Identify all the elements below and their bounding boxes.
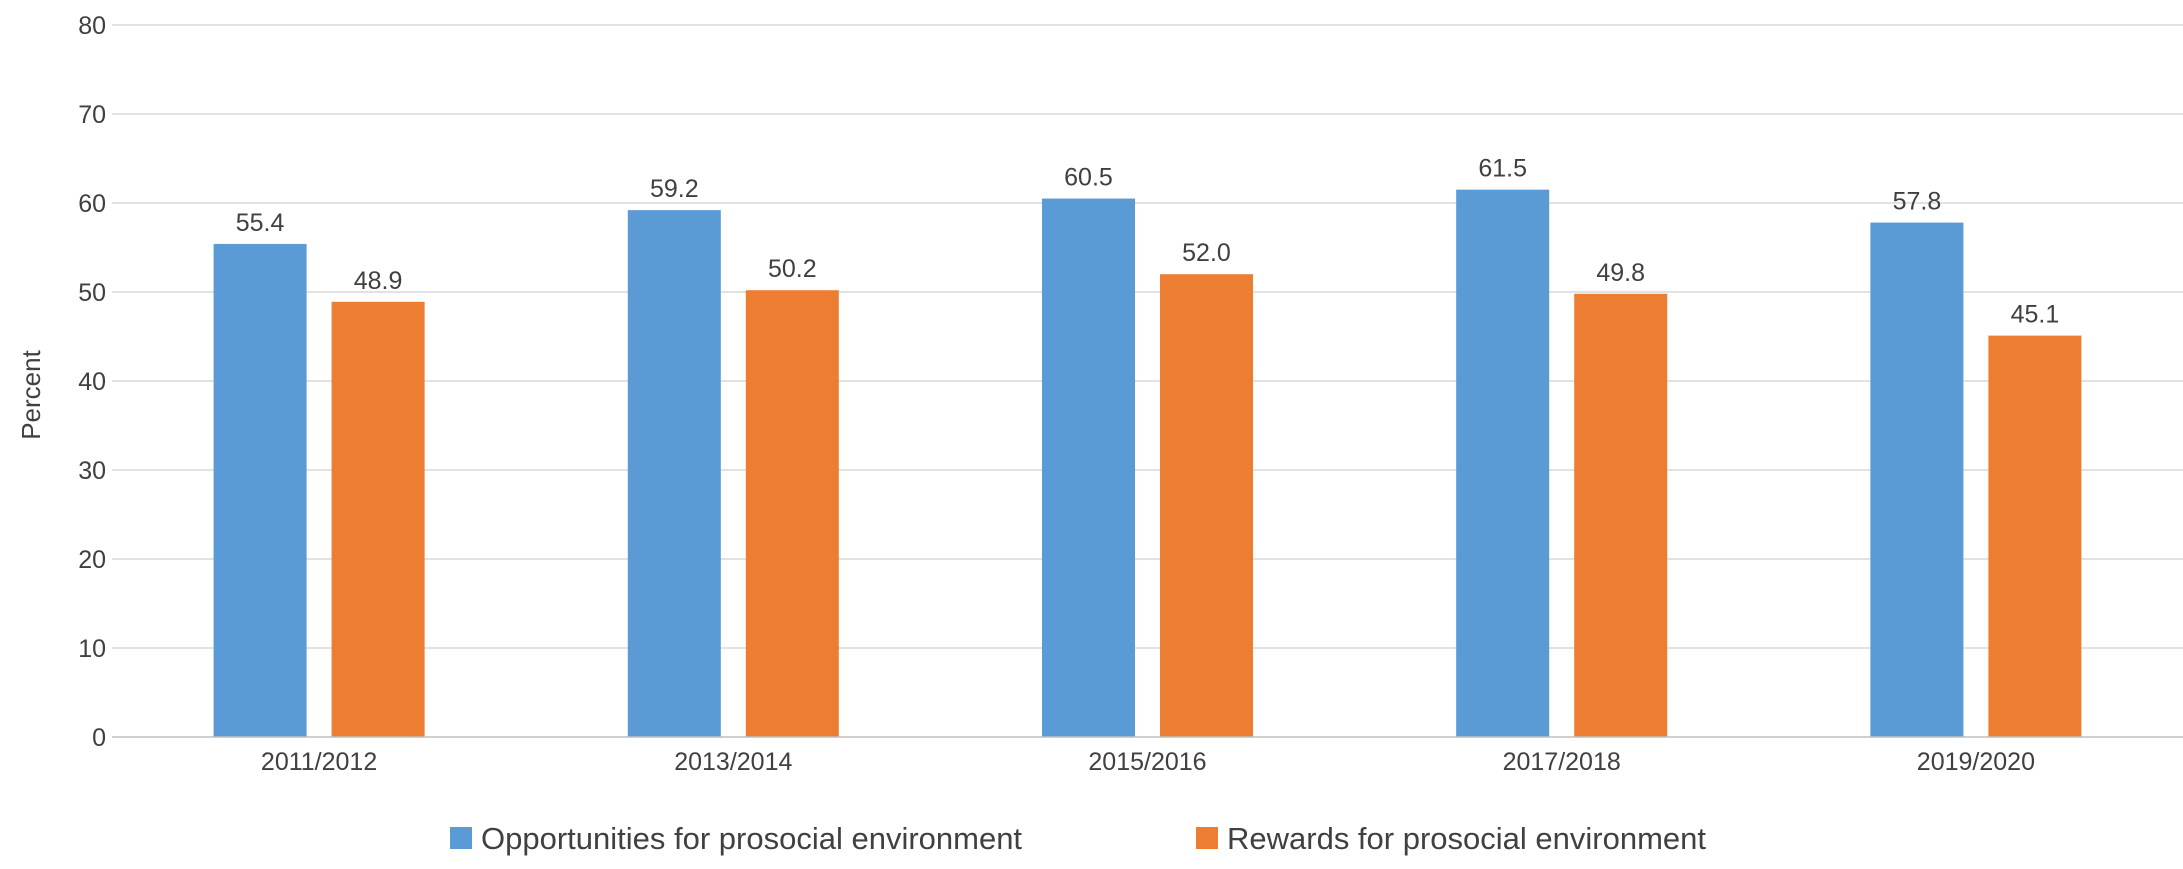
data-label: 48.9 bbox=[354, 267, 403, 295]
y-tick-label: 50 bbox=[78, 279, 106, 307]
data-label: 61.5 bbox=[1478, 155, 1527, 183]
data-label: 50.2 bbox=[768, 255, 817, 283]
gridlines bbox=[112, 24, 2183, 649]
y-tick-label: 60 bbox=[78, 190, 106, 218]
bar bbox=[1988, 335, 2082, 737]
y-tick-label: 30 bbox=[78, 457, 106, 485]
bar bbox=[213, 243, 307, 737]
bar bbox=[1160, 274, 1253, 737]
bar bbox=[1456, 189, 1550, 737]
bars bbox=[213, 189, 2082, 738]
bar bbox=[1870, 222, 1964, 737]
data-label: 57.8 bbox=[1893, 188, 1942, 216]
bar bbox=[627, 210, 721, 737]
bar bbox=[331, 301, 425, 737]
x-tick-label: 2017/2018 bbox=[1503, 748, 1621, 776]
data-label: 52.0 bbox=[1182, 239, 1231, 267]
x-axis-tick-labels: 2011/2012 2013/2014 2015/2016 2017/2018 2019… bbox=[261, 748, 2035, 776]
data-label: 55.4 bbox=[236, 209, 285, 237]
bar bbox=[745, 290, 839, 737]
legend-swatch bbox=[1196, 827, 1218, 849]
y-tick-label: 0 bbox=[92, 724, 106, 752]
legend-label: Opportunities for prosocial environment bbox=[481, 821, 1022, 856]
y-axis-tick-labels: 0 10 20 30 40 50 60 70 80 bbox=[78, 12, 106, 752]
data-labels: 55.4 48.9 59.2 50.2 60.5 52.0 61.5 49.8 57.8 45.1 bbox=[236, 155, 2059, 329]
y-axis-title: Percent bbox=[16, 349, 46, 439]
data-label: 60.5 bbox=[1064, 164, 1113, 192]
y-tick-label: 10 bbox=[78, 635, 106, 663]
bar bbox=[1574, 293, 1668, 737]
data-label: 59.2 bbox=[650, 175, 699, 203]
x-tick-label: 2019/2020 bbox=[1917, 748, 2035, 776]
legend-label: Rewards for prosocial environment bbox=[1227, 821, 1706, 856]
data-label: 49.8 bbox=[1596, 259, 1645, 287]
y-tick-label: 20 bbox=[78, 546, 106, 574]
y-tick-label: 70 bbox=[78, 101, 106, 129]
legend: Opportunities for prosocial environment R… bbox=[450, 821, 1706, 856]
data-label: 45.1 bbox=[2011, 301, 2060, 329]
y-tick-label: 80 bbox=[78, 12, 106, 40]
x-tick-label: 2011/2012 bbox=[261, 748, 377, 776]
x-tick-label: 2013/2014 bbox=[674, 748, 792, 776]
legend-swatch bbox=[450, 827, 472, 849]
y-tick-label: 40 bbox=[78, 368, 106, 396]
x-tick-label: 2015/2016 bbox=[1088, 748, 1206, 776]
bar bbox=[1042, 198, 1135, 738]
